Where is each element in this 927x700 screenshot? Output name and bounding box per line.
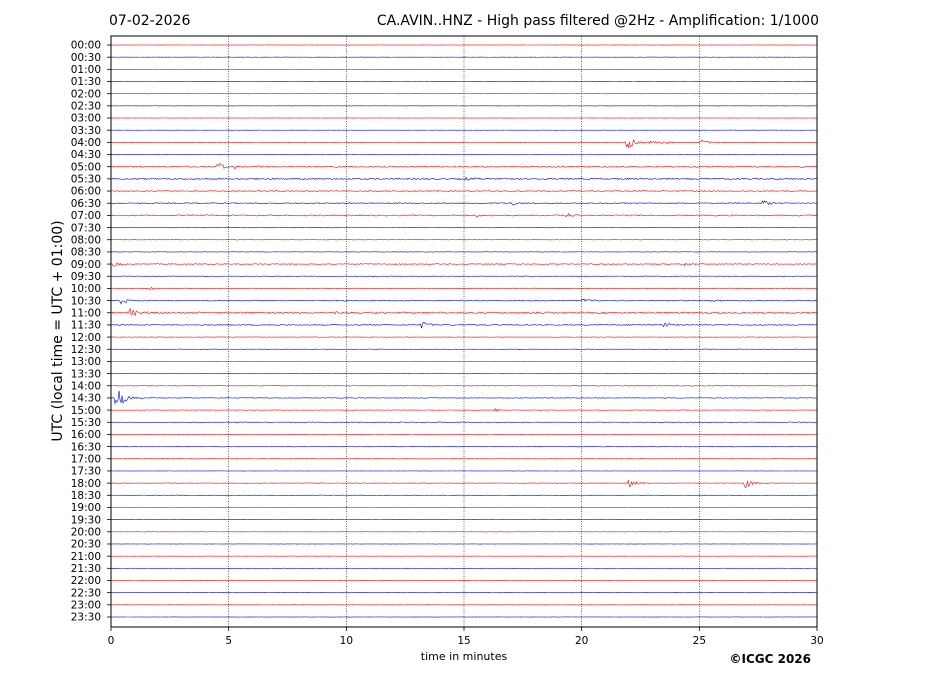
row-label: 13:30 <box>71 368 101 380</box>
trace-row-1530 <box>111 422 817 423</box>
row-label: 23:30 <box>71 612 101 624</box>
row-label: 12:30 <box>71 344 101 356</box>
row-label: 16:30 <box>71 441 101 453</box>
x-tick-layer: 0 5 10 15 20 25 30 <box>108 627 824 647</box>
x-tick-label: 20 <box>575 635 588 647</box>
row-label: 17:30 <box>71 466 101 478</box>
x-tick-label: 15 <box>457 635 470 647</box>
row-label: 07:30 <box>71 222 101 234</box>
row-label: 09:00 <box>71 259 101 271</box>
row-label: 20:30 <box>71 539 101 551</box>
y-axis-label: UTC (local time = UTC + 01:00) <box>50 220 66 441</box>
x-tick-label: 5 <box>225 635 232 647</box>
row-label: 15:00 <box>71 405 101 417</box>
row-label: 10:30 <box>71 295 101 307</box>
row-label: 11:30 <box>71 320 101 332</box>
row-label: 12:00 <box>71 332 101 344</box>
row-label: 21:00 <box>71 551 101 563</box>
row-label: 08:30 <box>71 247 101 259</box>
row-label: 23:00 <box>71 600 101 612</box>
x-tick-label: 30 <box>810 635 823 647</box>
row-label: 05:30 <box>71 174 101 186</box>
row-label: 01:00 <box>71 64 101 76</box>
row-label: 20:00 <box>71 527 101 539</box>
row-label: 09:30 <box>71 271 101 283</box>
row-label: 00:30 <box>71 52 101 64</box>
row-label: 01:30 <box>71 76 101 88</box>
row-label: 14:30 <box>71 393 101 405</box>
x-tick-label: 25 <box>693 635 706 647</box>
x-tick-label: 10 <box>340 635 353 647</box>
row-label: 10:00 <box>71 283 101 295</box>
copyright-text: ©ICGC 2026 <box>729 652 811 666</box>
row-label: 02:30 <box>71 101 101 113</box>
row-label: 16:00 <box>71 429 101 441</box>
row-label: 18:00 <box>71 478 101 490</box>
gridline-layer <box>229 36 700 627</box>
row-label: 13:00 <box>71 356 101 368</box>
x-axis-label: time in minutes <box>421 650 508 663</box>
row-label: 17:00 <box>71 453 101 465</box>
row-label: 19:30 <box>71 514 101 526</box>
row-label: 15:30 <box>71 417 101 429</box>
header-title: CA.AVIN..HNZ - High pass filtered @2Hz -… <box>377 13 819 29</box>
row-label: 22:00 <box>71 575 101 587</box>
row-label: 04:30 <box>71 149 101 161</box>
row-label: 06:00 <box>71 186 101 198</box>
row-label: 03:30 <box>71 125 101 137</box>
row-label: 08:00 <box>71 234 101 246</box>
row-label: 06:30 <box>71 198 101 210</box>
row-label: 11:00 <box>71 307 101 319</box>
row-label: 00:00 <box>71 40 101 52</box>
x-tick-label: 0 <box>108 635 115 647</box>
row-label-layer: 00:0000:3001:0001:3002:0002:3003:0003:30… <box>71 40 111 624</box>
trace-row-0730 <box>111 227 817 228</box>
row-label: 19:00 <box>71 502 101 514</box>
header-date: 07-02-2026 <box>109 13 190 29</box>
trace-row-1130 <box>111 322 817 328</box>
row-label: 22:30 <box>71 587 101 599</box>
row-label: 05:00 <box>71 161 101 173</box>
row-label: 04:00 <box>71 137 101 149</box>
row-label: 21:30 <box>71 563 101 575</box>
row-label: 18:30 <box>71 490 101 502</box>
row-label: 02:00 <box>71 88 101 100</box>
row-label: 07:00 <box>71 210 101 222</box>
row-label: 03:00 <box>71 113 101 125</box>
row-label: 14:00 <box>71 380 101 392</box>
